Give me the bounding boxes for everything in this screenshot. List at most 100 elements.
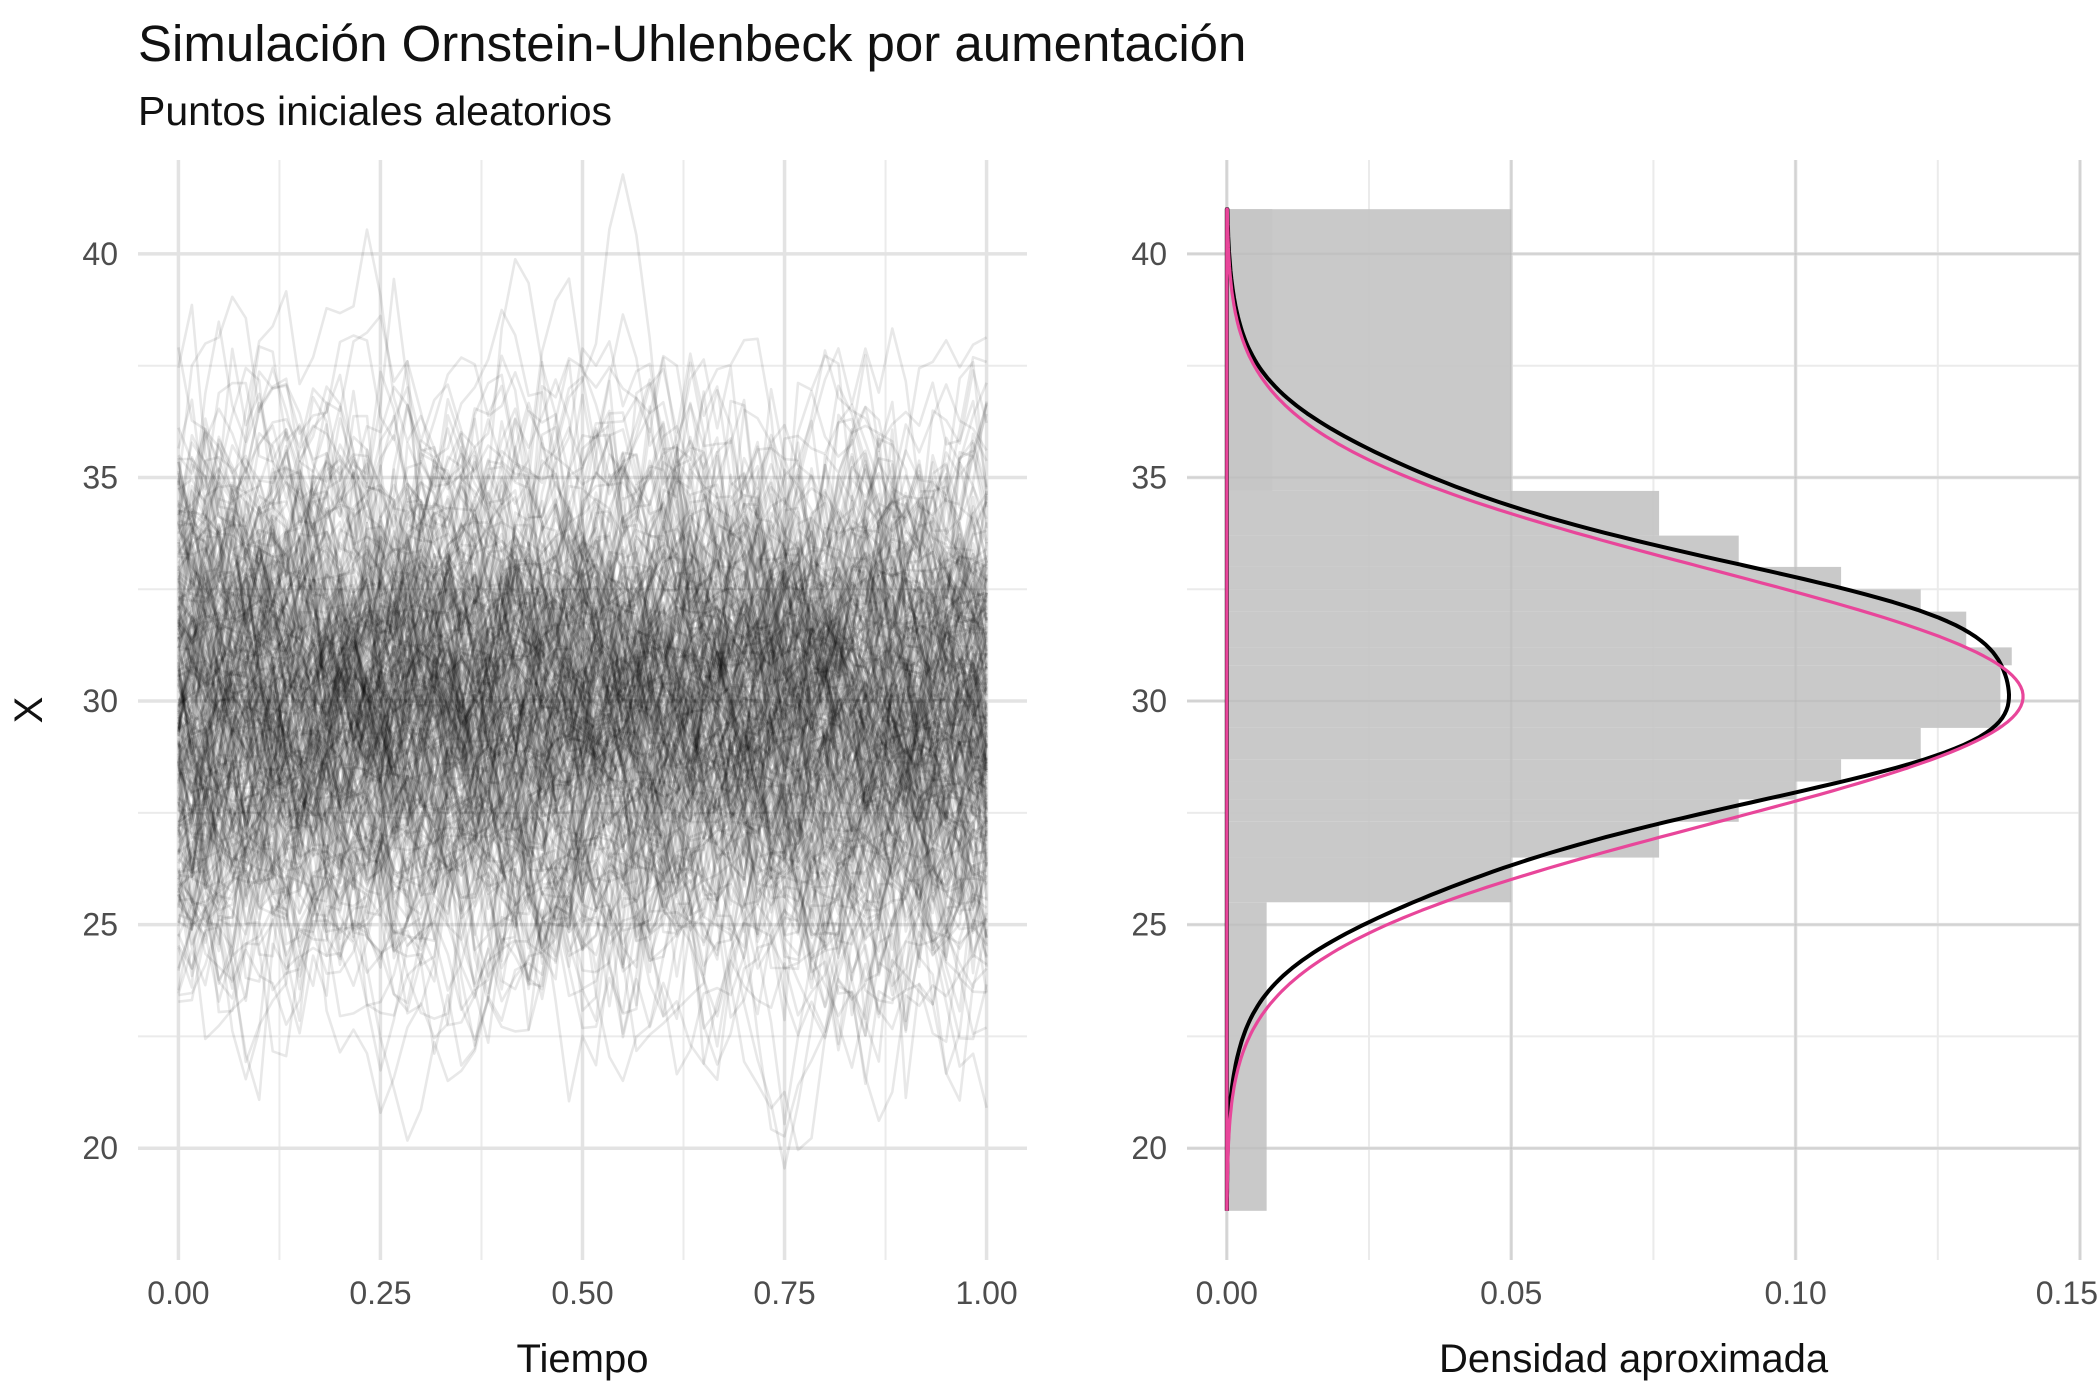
histogram-bar <box>1226 209 1512 491</box>
ou-sample-path <box>177 382 988 768</box>
ou-sample-path <box>178 356 988 722</box>
histogram-bar <box>1226 647 2012 666</box>
ou-sample-path <box>178 409 988 874</box>
ou-sample-path <box>177 401 988 959</box>
right-x-axis-title: Densidad aproximada <box>1439 1337 1829 1381</box>
ou-sample-path <box>177 535 988 958</box>
ou-sample-path <box>177 527 988 1005</box>
ou-sample-path <box>177 559 988 967</box>
histogram-bar <box>1226 611 1967 648</box>
ou-sample-path <box>177 354 988 828</box>
ou-sample-path <box>177 499 988 933</box>
ou-sample-path <box>177 519 988 941</box>
ou-sample-path <box>177 539 988 982</box>
ou-sample-path <box>177 458 988 901</box>
ou-sample-path <box>177 586 988 1031</box>
ou-sample-path <box>177 463 988 800</box>
right-x-tick-label: 0.15 <box>2036 1275 2098 1311</box>
ou-sample-path <box>177 427 988 871</box>
ou-sample-path <box>177 463 988 953</box>
left-y-tick-label: 35 <box>82 459 118 495</box>
ou-sample-path <box>177 401 988 826</box>
ou-sample-path <box>177 583 988 1016</box>
ou-sample-path <box>177 358 988 1041</box>
ou-sample-path <box>177 427 988 1009</box>
ou-sample-path <box>177 538 988 963</box>
ou-sample-path <box>177 459 988 935</box>
ou-sample-path <box>177 417 988 896</box>
ou-sample-path <box>177 588 988 900</box>
ou-sample-path <box>177 389 988 817</box>
ou-sample-path <box>177 567 988 983</box>
ou-sample-path <box>177 494 988 976</box>
ou-sample-path <box>178 522 988 803</box>
ou-sample-path <box>177 369 988 872</box>
ou-sample-path <box>177 450 988 955</box>
ou-sample-path <box>177 548 988 969</box>
ou-sample-path <box>177 558 988 958</box>
ou-sample-path <box>177 547 988 949</box>
ou-sample-path <box>177 511 988 916</box>
ou-sample-path <box>177 460 988 838</box>
ou-sample-path <box>177 501 988 985</box>
ou-sample-path <box>177 432 988 960</box>
ou-sample-path <box>177 484 988 929</box>
ou-sample-path <box>177 602 988 888</box>
ou-sample-path <box>177 546 988 1058</box>
ou-sample-path <box>177 459 988 908</box>
ou-sample-path <box>177 257 988 937</box>
right-y-tick-label: 35 <box>1131 459 1167 495</box>
ou-sample-path <box>177 624 988 1065</box>
ou-sample-path <box>177 444 988 832</box>
ou-sample-path <box>177 514 988 1012</box>
ou-sample-path <box>177 384 987 965</box>
ou-sample-path <box>177 340 988 878</box>
ou-sample-path <box>177 562 988 1019</box>
ou-sample-path <box>177 516 988 959</box>
ou-sample-path <box>177 452 988 951</box>
ou-sample-path <box>177 502 988 823</box>
ou-sample-path <box>177 424 988 798</box>
ou-sample-path <box>177 565 988 941</box>
ou-sample-path <box>177 509 987 851</box>
ou-sample-path <box>177 554 987 1126</box>
histogram-group <box>1226 209 2012 1211</box>
ou-sample-path <box>177 349 988 872</box>
left-x-tick-label: 0.25 <box>349 1275 411 1311</box>
histogram-bar <box>1226 566 1842 590</box>
ou-sample-path <box>177 327 988 740</box>
ou-sample-path <box>178 516 988 982</box>
ou-sample-path <box>177 360 988 951</box>
ou-sample-path <box>177 411 988 875</box>
ou-sample-path <box>177 461 988 987</box>
ou-sample-path <box>177 640 988 1048</box>
ou-sample-path <box>177 463 988 868</box>
ou-sample-path <box>178 438 987 909</box>
ou-sample-path <box>177 337 988 782</box>
ou-sample-path <box>177 228 988 759</box>
right-y-tick-label: 20 <box>1131 1130 1167 1166</box>
ou-sample-path <box>177 464 988 933</box>
ou-sample-path <box>177 423 988 902</box>
ou-sample-path <box>177 506 988 869</box>
density-line-empirical <box>1224 207 2011 1211</box>
ou-sample-path <box>177 535 988 889</box>
ou-sample-path <box>177 522 988 899</box>
ou-sample-path <box>177 514 988 971</box>
ou-sample-path <box>177 516 988 1035</box>
left-x-tick-label: 1.00 <box>955 1275 1017 1311</box>
ou-sample-path <box>177 451 988 974</box>
ou-sample-path <box>177 529 988 892</box>
ou-sample-path <box>177 399 988 805</box>
ou-sample-path <box>177 441 988 806</box>
ou-sample-path <box>177 465 988 946</box>
ou-sample-path <box>177 649 988 1034</box>
ou-sample-path <box>177 442 988 923</box>
ou-sample-path <box>177 355 988 968</box>
ou-sample-path <box>177 498 988 1109</box>
ou-sample-path <box>177 383 988 715</box>
ou-sample-path <box>177 427 988 844</box>
ou-sample-path <box>177 585 988 938</box>
ou-sample-path <box>177 591 987 974</box>
ou-sample-path <box>177 478 988 898</box>
